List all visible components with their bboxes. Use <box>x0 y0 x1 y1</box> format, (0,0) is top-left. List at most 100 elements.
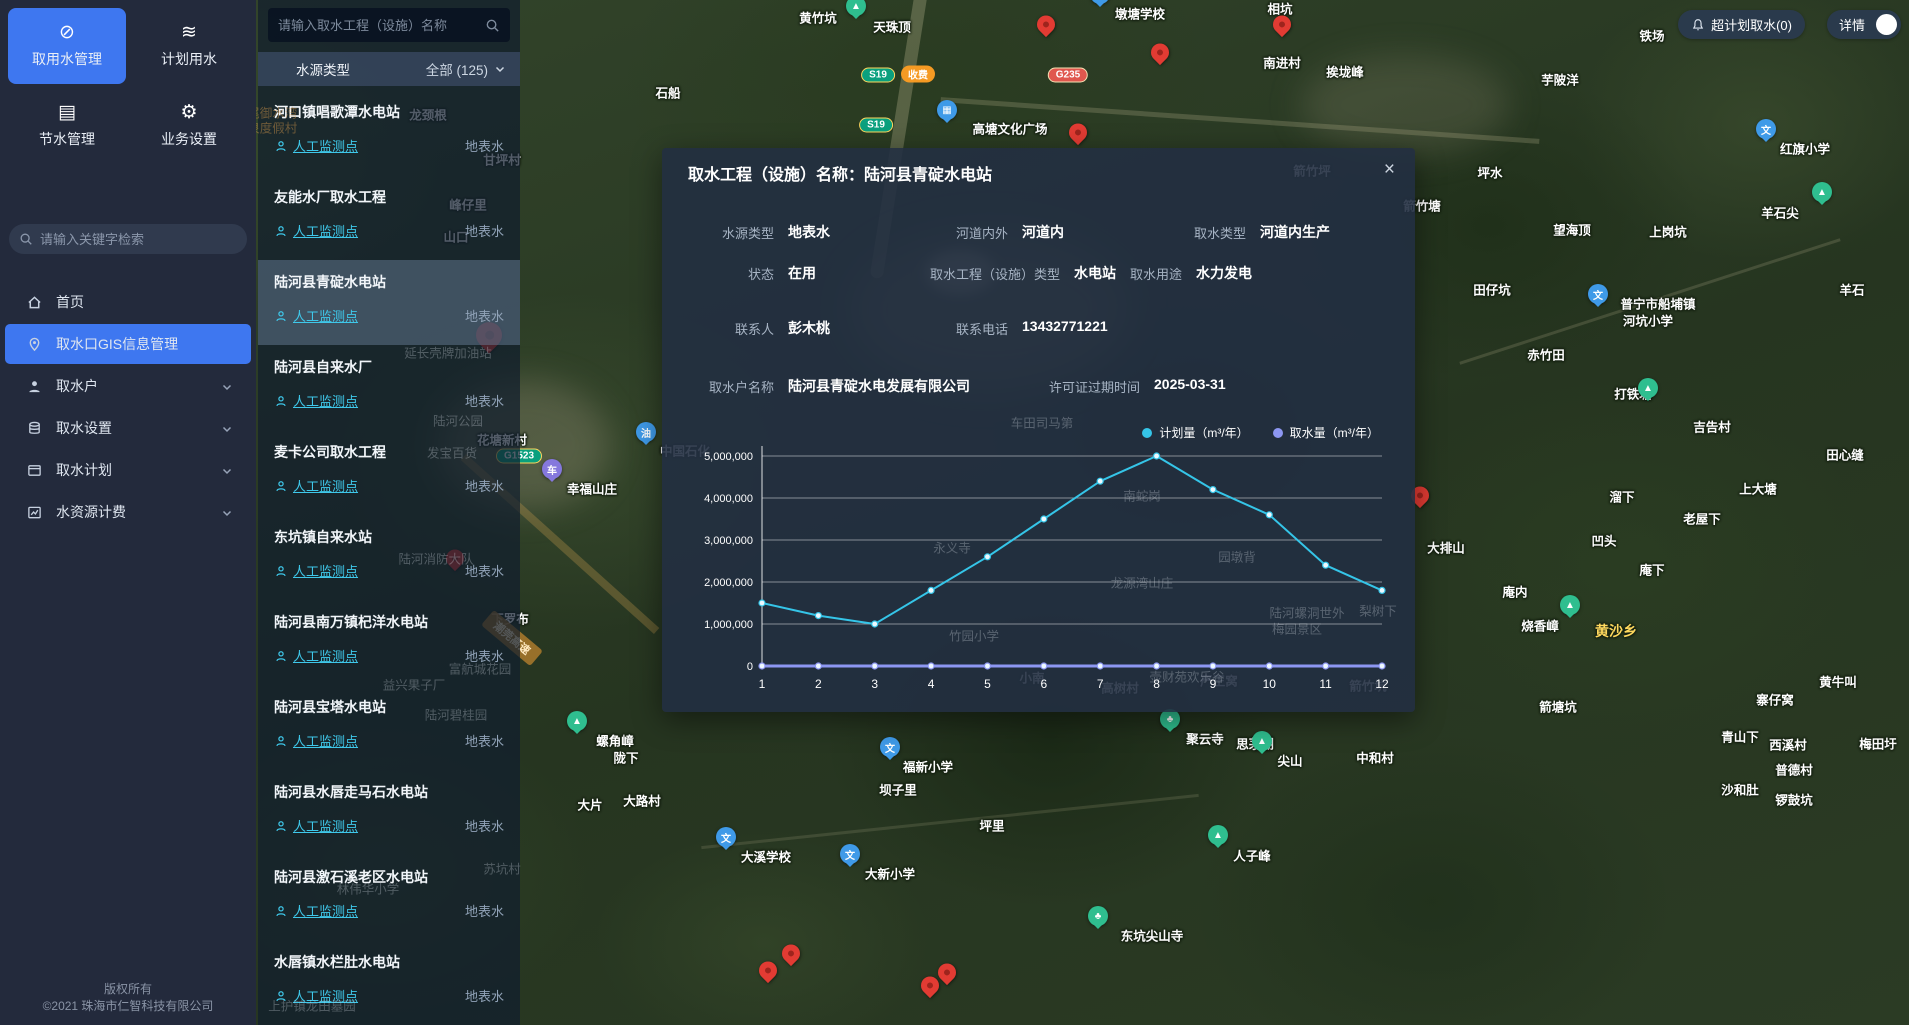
module-doc-button[interactable]: ▤ 节水管理 <box>8 88 126 164</box>
station-list-panel: 水源类型 全部 (125) 河口镇唱歌潭水电站人工监测点地表水友能水厂取水工程人… <box>258 0 520 1025</box>
station-list-item[interactable]: 陆河县南万镇杞洋水电站 人工监测点 地表水 <box>258 600 520 685</box>
legend-label: 取水量（m³/年） <box>1289 426 1379 440</box>
red-pin-marker[interactable] <box>1269 11 1295 38</box>
map-place-label: 挨垅峰 <box>1326 65 1364 80</box>
detail-toggle[interactable]: 详情 <box>1826 10 1901 39</box>
legend-item[interactable]: 取水量（m³/年） <box>1272 424 1379 441</box>
map-place-label: 益兴果子厂 <box>382 678 446 693</box>
station-list-item[interactable]: 陆河县宝塔水电站 人工监测点 地表水 <box>258 685 520 770</box>
over-plan-alert-button[interactable]: 超计划取水(0) <box>1678 10 1805 39</box>
red-pin-marker[interactable] <box>934 959 960 986</box>
red-pin-marker[interactable] <box>917 972 943 999</box>
station-meta: 人工监测点 地表水 <box>274 986 504 1005</box>
station-name: 麦卡公司取水工程 <box>274 444 386 460</box>
sidebar-item-db[interactable]: 取水设置 <box>5 408 251 448</box>
station-list-item[interactable]: 河口镇唱歌潭水电站 人工监测点 地表水 <box>258 90 520 175</box>
station-list-item[interactable]: 水唇镇水栏肚水电站 人工监测点 地表水 <box>258 940 520 1025</box>
map-place-label: 相坑 <box>1267 2 1293 17</box>
station-list-item[interactable]: 陆河县自来水厂 人工监测点 地表水 <box>258 345 520 430</box>
map-place-label: 尖山 <box>1277 754 1303 769</box>
monitor-point-link[interactable]: 人工监测点 <box>274 561 358 580</box>
monitor-point-link[interactable]: 人工监测点 <box>274 646 358 665</box>
station-list-item[interactable]: 陆河县青碇水电站 人工监测点 地表水 <box>258 260 520 345</box>
search-icon[interactable] <box>485 18 500 33</box>
gas-station-marker[interactable]: 油 <box>636 422 656 448</box>
monitor-point-link[interactable]: 人工监测点 <box>274 221 358 240</box>
map-place-label: 寨仔窝 <box>1756 693 1794 708</box>
mountain-marker[interactable]: ▲ <box>1812 182 1832 208</box>
station-list-item[interactable]: 麦卡公司取水工程 人工监测点 地表水 <box>258 430 520 515</box>
map-place-label: 陆河公园 <box>432 414 484 429</box>
module-waves-button[interactable]: ≋ 计划用水 <box>130 8 248 84</box>
monitor-point-link[interactable]: 人工监测点 <box>274 476 358 495</box>
water-type-label: 地表水 <box>464 224 504 239</box>
svg-text:9: 9 <box>1210 677 1217 691</box>
monitor-point-label: 人工监测点 <box>293 394 359 409</box>
mountain-marker[interactable]: ▲ <box>1252 731 1272 757</box>
school-marker[interactable]: 文 <box>1756 119 1776 145</box>
trees-marker[interactable]: ♣ <box>1160 709 1180 735</box>
red-pin-marker[interactable] <box>1033 11 1059 38</box>
monitor-point-link[interactable]: 人工监测点 <box>274 816 358 835</box>
field-value: 河道内 <box>1022 224 1064 240</box>
red-pin-marker[interactable] <box>778 940 804 967</box>
school-marker[interactable]: 文 <box>880 737 900 763</box>
map-place-label: 大新小学 <box>864 867 916 882</box>
monitor-point-link[interactable]: 人工监测点 <box>274 136 358 155</box>
school-marker[interactable]: 文 <box>1090 0 1110 10</box>
mountain-marker[interactable]: ▲ <box>846 0 866 22</box>
monitor-point-label: 人工监测点 <box>293 649 359 664</box>
map-place-label: 芋陂洋 <box>1541 73 1579 88</box>
trees-marker[interactable]: ♣ <box>1088 906 1108 932</box>
mountain-marker[interactable]: ▲ <box>567 711 587 737</box>
map-place-label: 高塘文化广场 <box>972 122 1048 137</box>
school-marker[interactable]: 文 <box>716 827 736 853</box>
sidebar-item-pin[interactable]: 取水口GIS信息管理 <box>5 324 251 364</box>
filter-value[interactable]: 全部 (125) <box>425 63 488 78</box>
water-source-filter[interactable]: 水源类型 全部 (125) <box>258 52 520 86</box>
school-marker[interactable]: 文 <box>1588 284 1608 310</box>
map-place-label: 延长壳牌加油站 <box>404 346 492 361</box>
monitor-point-link[interactable]: 人工监测点 <box>274 391 358 410</box>
station-list-item[interactable]: 友能水厂取水工程 人工监测点 地表水 <box>258 175 520 260</box>
red-pin-marker[interactable] <box>1065 119 1091 146</box>
map-place-label: 苏坑村 <box>483 862 521 877</box>
sidebar-item-label: 取水户 <box>56 378 98 394</box>
close-icon[interactable]: × <box>1383 159 1395 180</box>
station-list-item[interactable]: 东坑镇自来水站 人工监测点 地表水 <box>258 515 520 600</box>
road-badge-收费: 收费 <box>901 65 935 83</box>
station-list-item[interactable]: 陆河县激石溪老区水电站 人工监测点 地表水 <box>258 855 520 940</box>
legend-item[interactable]: 计划量（m³/年） <box>1142 424 1249 441</box>
field-label: 取水户名称 <box>708 380 774 395</box>
mountain-marker[interactable]: ▲ <box>1638 378 1658 404</box>
monitor-point-link[interactable]: 人工监测点 <box>274 306 358 325</box>
sidebar-search-input[interactable] <box>40 231 237 247</box>
school-marker[interactable]: 文 <box>840 844 860 870</box>
toggle-knob[interactable] <box>1876 14 1897 35</box>
resort-marker[interactable]: 车 <box>542 459 562 485</box>
user-icon <box>27 379 42 394</box>
modal-field: 状态 在用 <box>690 263 816 283</box>
module-switcher: ⊘ 取用水管理 ≋ 计划用水 ▤ 节水管理 ⚙ 业务设置 <box>0 0 256 172</box>
monitor-point-link[interactable]: 人工监测点 <box>274 901 358 920</box>
monitor-point-link[interactable]: 人工监测点 <box>274 731 358 750</box>
mountain-marker[interactable]: ▲ <box>1560 595 1580 621</box>
module-gauge-button[interactable]: ⊘ 取用水管理 <box>8 8 126 84</box>
station-list-item[interactable]: 陆河县水唇走马石水电站 人工监测点 地表水 <box>258 770 520 855</box>
sidebar-item-bill[interactable]: 水资源计费 <box>5 492 251 532</box>
bill-icon <box>27 505 42 520</box>
culture-marker[interactable]: ▦ <box>937 100 957 126</box>
sidebar-item-home[interactable]: 首页 <box>5 282 251 322</box>
map-place-label: 庵内 <box>1502 585 1528 600</box>
red-pin-marker[interactable] <box>755 957 781 984</box>
mountain-marker[interactable]: ▲ <box>1208 825 1228 851</box>
red-pin-marker[interactable] <box>1147 39 1173 66</box>
sidebar-item-user[interactable]: 取水户 <box>5 366 251 406</box>
station-name: 陆河县水唇走马石水电站 <box>274 784 428 800</box>
field-value: 2025-03-31 <box>1154 376 1226 392</box>
sidebar-item-plan[interactable]: 取水计划 <box>5 450 251 490</box>
map-place-label: 箭塘坑 <box>1539 700 1577 715</box>
module-gear-button[interactable]: ⚙ 业务设置 <box>130 88 248 164</box>
station-search-input[interactable] <box>278 17 477 33</box>
monitor-point-link[interactable]: 人工监测点 <box>274 986 358 1005</box>
